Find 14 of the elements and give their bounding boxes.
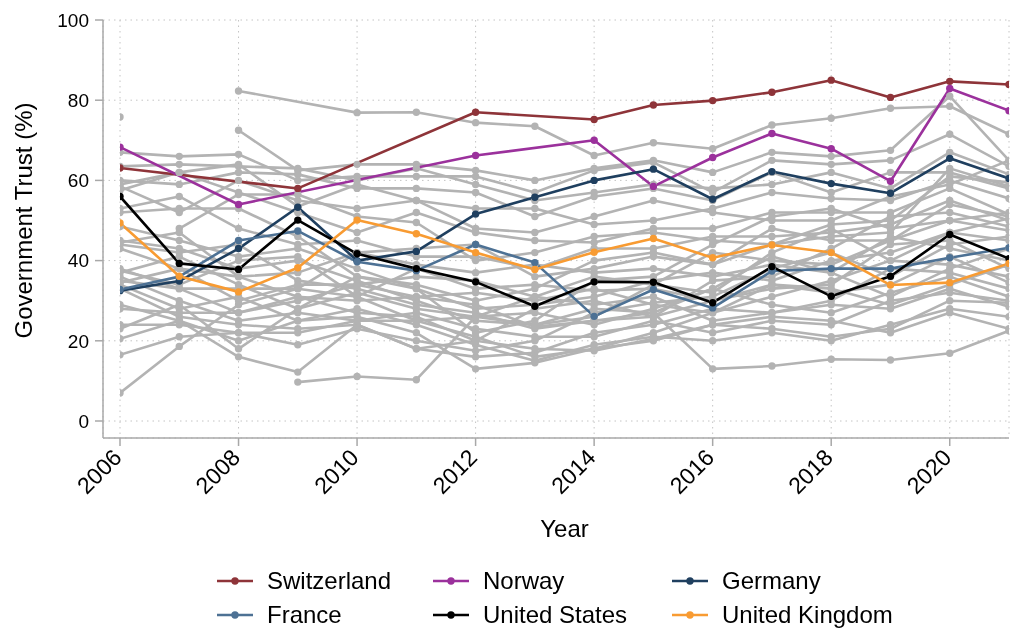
y-axis-title: Government Trust (%) — [9, 102, 37, 339]
legend-label: Switzerland — [267, 567, 392, 595]
y-tick-label: 60 — [67, 170, 89, 192]
y-tick-label: 100 — [57, 9, 89, 31]
legend-label: United States — [483, 601, 628, 629]
y-tick-label: 80 — [67, 89, 89, 111]
legend-label: United Kingdom — [722, 601, 893, 629]
y-tick-label: 40 — [67, 250, 89, 272]
legend-label: Norway — [483, 567, 565, 595]
y-tick-label: 0 — [78, 410, 89, 432]
x-axis-title: Year — [540, 515, 589, 542]
legend-label: France — [267, 601, 342, 629]
y-tick-label: 20 — [67, 330, 89, 352]
legend-label: Germany — [722, 567, 821, 595]
